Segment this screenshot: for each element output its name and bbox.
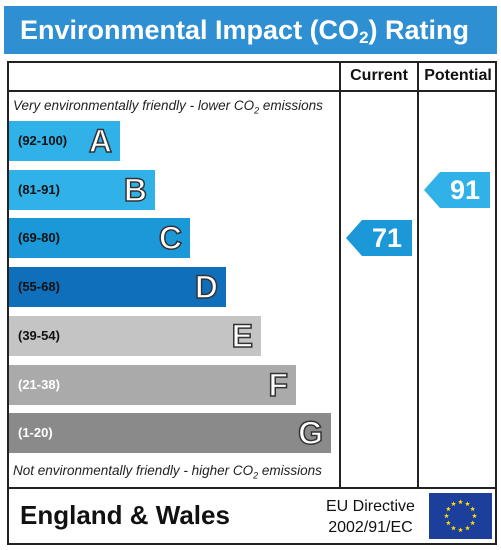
eu-star-icon: [451, 501, 456, 506]
rating-bar-f: (21-38) F: [9, 365, 296, 405]
eu-star-icon: [465, 501, 470, 506]
rating-range-label: (81-91): [18, 182, 60, 197]
rating-range-label: (92-100): [18, 133, 68, 148]
rating-letter: D: [194, 268, 219, 306]
column-current: Current: [350, 67, 408, 84]
page-title: Environmental Impact (CO2) Rating: [4, 6, 497, 54]
eu-star-icon: [458, 527, 463, 533]
rating-bar-d: (55-68) D: [9, 267, 226, 307]
eu-star-icon: [445, 520, 451, 526]
eu-star-icon: [445, 506, 451, 512]
column-potential: Potential: [424, 67, 492, 84]
rating-bar-e: (39-54) E: [9, 316, 261, 356]
rating-frame: [7, 61, 497, 545]
eu-star-icon: [470, 520, 476, 526]
note-bottom: Not environmentally friendly - higher CO…: [13, 463, 322, 481]
divider-potential: [417, 61, 419, 489]
rating-letter: C: [158, 219, 183, 257]
eu-star-icon: [444, 513, 449, 519]
directive-label: EU Directive 2002/91/EC: [326, 498, 415, 536]
rating-range-label: (1-20): [18, 425, 53, 440]
eu-star-icon: [451, 525, 456, 531]
rating-range-label: (21-38): [18, 377, 60, 392]
rating-letter: F: [268, 366, 289, 404]
eu-star-icon: [458, 499, 463, 505]
eu-star-icon: [472, 513, 477, 519]
note-top: Very environmentally friendly - lower CO…: [13, 98, 323, 116]
eu-flag-icon: [429, 493, 492, 539]
rating-bar-a: (92-100) A: [9, 121, 120, 161]
rating-letter: B: [123, 171, 148, 209]
eu-star-icon: [465, 525, 470, 531]
rating-letter: A: [88, 122, 113, 160]
rating-letter: G: [297, 414, 323, 452]
potential-rating-value: 91: [449, 175, 481, 205]
rating-range-label: (55-68): [18, 279, 60, 294]
divider-current: [339, 61, 341, 489]
rating-bar-g: (1-20) G: [9, 413, 331, 453]
rating-bar-c: (69-80) C: [9, 218, 190, 258]
current-rating-value: 71: [371, 223, 403, 253]
eu-star-icon: [470, 506, 476, 512]
rating-range-label: (39-54): [18, 328, 60, 343]
divider-header: [7, 90, 497, 92]
rating-range-label: (69-80): [18, 230, 60, 245]
current-rating-arrow: 71: [346, 220, 412, 256]
region-label: England & Wales: [20, 500, 230, 530]
rating-bar-b: (81-91) B: [9, 170, 155, 210]
potential-rating-arrow: 91: [424, 172, 490, 208]
divider-footer: [7, 487, 497, 489]
rating-letter: E: [231, 317, 254, 355]
